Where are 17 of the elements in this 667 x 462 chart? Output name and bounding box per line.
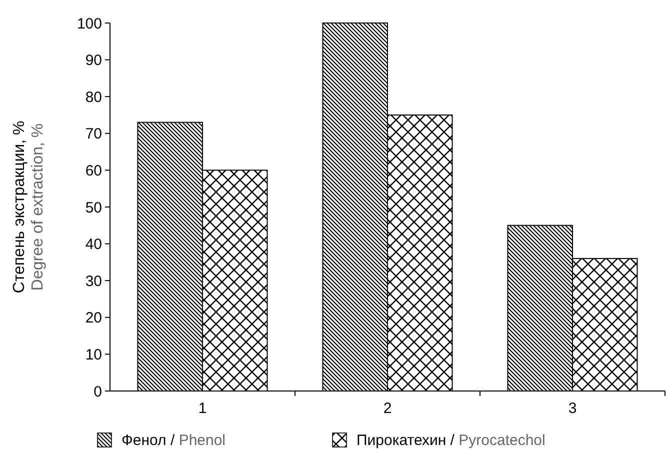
y-tick-label: 30 [85,272,102,290]
y-tick-label: 50 [85,199,102,216]
x-tick-label: 3 [568,400,577,417]
y-tick-label: 80 [85,88,102,106]
y-tick-label: 40 [85,236,102,254]
y-axis-title: Степень экстракции, % Degree of extraction, % [11,120,46,294]
y-tick-label: 0 [94,383,102,400]
y-tick-label: 90 [85,52,102,70]
y-tick-label: 10 [85,346,102,364]
x-tick-label: 2 [383,400,392,417]
legend-label: Пирокатехин / Pyrocatechol [356,432,546,449]
y-tick-label: 70 [85,126,102,143]
y-tick-label: 100 [76,15,102,32]
y-tick-label: 20 [85,310,102,327]
legend-label: Фенол / Phenol [122,432,226,449]
y-tick-label: 60 [85,162,102,180]
x-tick-label: 1 [198,400,207,417]
